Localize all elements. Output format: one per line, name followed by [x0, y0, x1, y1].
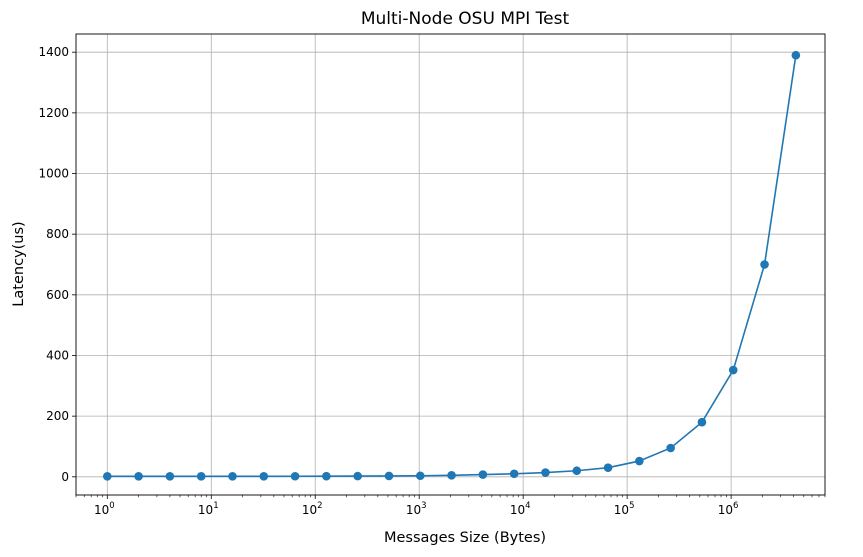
- data-point: [353, 471, 362, 481]
- x-tick-exponent: 2: [317, 501, 322, 511]
- data-point: [603, 463, 613, 473]
- x-tick-exponent: 5: [629, 501, 634, 511]
- x-tick-exponent: 1: [213, 501, 218, 511]
- data-point: [728, 365, 738, 375]
- data-point: [666, 443, 675, 453]
- x-tick-label: 104: [510, 501, 531, 517]
- data-point: [760, 260, 769, 269]
- data-point: [165, 472, 175, 481]
- data-point: [509, 469, 519, 479]
- data-point: [102, 472, 112, 481]
- x-tick-base: 10: [302, 503, 317, 517]
- y-tick-label: 1400: [38, 45, 69, 59]
- x-tick-label: 105: [614, 501, 635, 517]
- x-tick-exponent: 3: [421, 501, 426, 511]
- data-point: [228, 472, 237, 481]
- y-tick-label: 200: [46, 409, 69, 423]
- data-point: [697, 417, 707, 427]
- data-point: [478, 470, 488, 479]
- plot-frame: [75, 33, 826, 496]
- y-tick-label: 600: [46, 288, 69, 302]
- data-point: [384, 471, 394, 481]
- chart-title: Multi-Node OSU MPI Test: [361, 9, 570, 29]
- data-point: [196, 472, 206, 481]
- y-tick-label: 1000: [38, 167, 69, 181]
- y-tick-label: 0: [61, 470, 69, 484]
- x-tick-label: 102: [302, 501, 323, 517]
- x-tick-base: 10: [510, 503, 525, 517]
- y-tick-label: 400: [46, 348, 69, 362]
- x-tick-base: 10: [94, 503, 109, 517]
- x-tick-base: 10: [406, 503, 421, 517]
- x-tick-label: 101: [198, 501, 219, 517]
- x-tick-label: 100: [94, 501, 115, 517]
- x-tick-exponent: 4: [525, 501, 530, 511]
- y-tick-label: 800: [46, 227, 69, 241]
- x-tick-base: 10: [718, 503, 733, 517]
- x-axis-label: Messages Size (Bytes): [384, 530, 546, 546]
- data-point: [447, 470, 456, 480]
- data-point: [290, 471, 300, 481]
- grid-lines: [76, 34, 825, 495]
- data-point: [259, 471, 269, 481]
- x-tick-base: 10: [614, 503, 629, 517]
- y-tick-label: 1200: [38, 106, 69, 120]
- y-axis-label: Latency(us): [11, 221, 27, 306]
- series-line: [107, 55, 797, 478]
- data-point: [322, 471, 331, 481]
- data-point: [635, 456, 644, 466]
- x-tick-exponent: 0: [109, 501, 114, 511]
- data-point: [572, 466, 582, 476]
- data-point: [541, 468, 550, 477]
- x-tick-label: 106: [718, 501, 739, 517]
- data-point: [791, 50, 801, 60]
- x-tick-exponent: 6: [733, 501, 738, 511]
- series-latency: [102, 50, 801, 481]
- data-point: [415, 471, 425, 481]
- x-tick-label: 103: [406, 501, 427, 517]
- data-point: [134, 472, 143, 481]
- x-tick-base: 10: [198, 503, 213, 517]
